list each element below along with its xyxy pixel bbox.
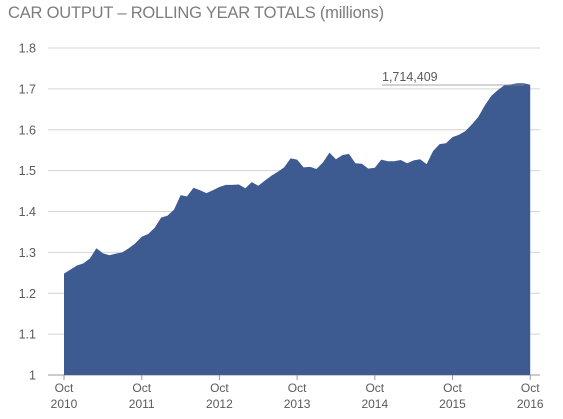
- y-tick-label: 1.3: [19, 246, 36, 260]
- x-tick-year: 2012: [206, 397, 233, 411]
- x-tick-month: Oct: [443, 381, 462, 395]
- x-tick-year: 2015: [439, 397, 466, 411]
- y-tick-label: 1.8: [19, 42, 36, 56]
- area-fill: [64, 83, 531, 375]
- y-tick-label: 1.1: [19, 328, 36, 342]
- x-tick-month: Oct: [365, 381, 384, 395]
- annotation-label: 1,714,409: [382, 70, 438, 84]
- y-tick-label: 1: [29, 369, 36, 383]
- annotations: 1,714,409: [382, 70, 525, 86]
- y-tick-label: 1.4: [19, 205, 36, 219]
- x-tick-month: Oct: [55, 381, 74, 395]
- x-tick-month: Oct: [288, 381, 307, 395]
- x-tick-month: Oct: [210, 381, 229, 395]
- y-tick-label: 1.7: [19, 82, 36, 96]
- x-tick-year: 2014: [361, 397, 388, 411]
- chart-title: CAR OUTPUT – ROLLING YEAR TOTALS (millio…: [8, 4, 384, 22]
- y-tick-label: 1.5: [19, 164, 36, 178]
- x-tick-year: 2011: [129, 397, 155, 411]
- y-tick-label: 1.6: [19, 123, 36, 137]
- y-tick-label: 1.2: [19, 287, 36, 301]
- x-tick-month: Oct: [521, 381, 540, 395]
- x-tick-year: 2016: [517, 397, 544, 411]
- x-tick-year: 2013: [284, 397, 311, 411]
- x-tick-month: Oct: [132, 381, 151, 395]
- series-area: [64, 83, 531, 375]
- x-tick-year: 2010: [51, 397, 78, 411]
- axes: 1 1.1 1.2 1.3 1.4 1.5 1.6 1.7 1.8 Oct 2010 Oct 2011 O…: [19, 42, 544, 412]
